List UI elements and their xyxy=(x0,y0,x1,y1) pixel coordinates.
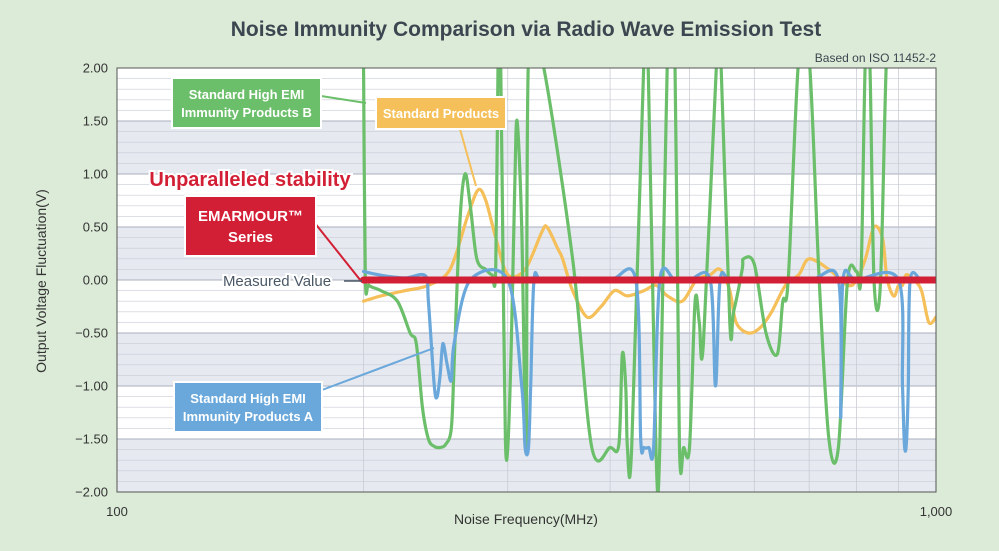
chart-subtitle: Based on ISO 11452-2 xyxy=(815,51,937,65)
label-products-a-text: Standard High EMI xyxy=(190,391,306,406)
label-standard-products-box xyxy=(375,96,507,130)
label-products-b: Standard High EMI Immunity Products B xyxy=(171,77,367,129)
x-axis-label: Noise Frequency(MHz) xyxy=(454,511,598,527)
series-line-standard xyxy=(361,187,936,335)
label-products-b-leader xyxy=(320,95,367,104)
label-emarmour-text: Series xyxy=(228,229,273,246)
y-tick-label: −2.00 xyxy=(75,485,108,500)
label-products-a-box xyxy=(173,381,323,433)
y-tick-label: 0.00 xyxy=(83,273,108,288)
y-axis-ticks: 2.00 1.50 1.00 0.50 0.00 −0.50 −1.00 −1.50 −2.00 xyxy=(75,61,108,500)
x-tick-label: 1,000 xyxy=(920,504,953,519)
label-emarmour-box xyxy=(184,195,317,257)
label-products-a-text: Immunity Products A xyxy=(183,409,314,424)
measured-value-text: Measured Value xyxy=(223,273,331,290)
x-tick-label: 100 xyxy=(106,504,128,519)
y-tick-label: −1.50 xyxy=(75,432,108,447)
label-standard-products-leader xyxy=(459,128,477,187)
y-axis-label: Output Voltage Fluctuation(V) xyxy=(33,189,49,373)
y-tick-label: 0.50 xyxy=(83,220,108,235)
label-emarmour-leader xyxy=(313,221,362,282)
label-standard-products: Standard Products xyxy=(375,96,507,187)
label-products-a-leader xyxy=(321,347,435,391)
y-tick-label: 1.50 xyxy=(83,114,108,129)
x-axis-ticks: 100 1,000 xyxy=(106,504,952,519)
label-emarmour-text: EMARMOUR™ xyxy=(198,208,303,225)
y-tick-label: −0.50 xyxy=(75,326,108,341)
measured-value-annotation: Measured Value xyxy=(221,271,362,292)
label-products-a: Standard High EMI Immunity Products A xyxy=(173,347,435,433)
y-tick-label: 1.00 xyxy=(83,167,108,182)
label-products-b-text: Standard High EMI xyxy=(189,87,305,102)
label-emarmour: EMARMOUR™ Series xyxy=(184,195,362,282)
y-tick-label: 2.00 xyxy=(83,61,108,76)
label-products-b-box xyxy=(171,77,322,129)
label-products-b-text: Immunity Products B xyxy=(181,105,312,120)
chart-title: Noise Immunity Comparison via Radio Wave… xyxy=(231,18,821,41)
plot-border xyxy=(116,67,937,493)
series-layer xyxy=(360,68,936,492)
y-tick-label: −1.00 xyxy=(75,379,108,394)
label-standard-products-text: Standard Products xyxy=(383,106,499,121)
highlight-text: Unparalleled stability xyxy=(149,169,351,191)
plot-frame xyxy=(116,67,937,493)
